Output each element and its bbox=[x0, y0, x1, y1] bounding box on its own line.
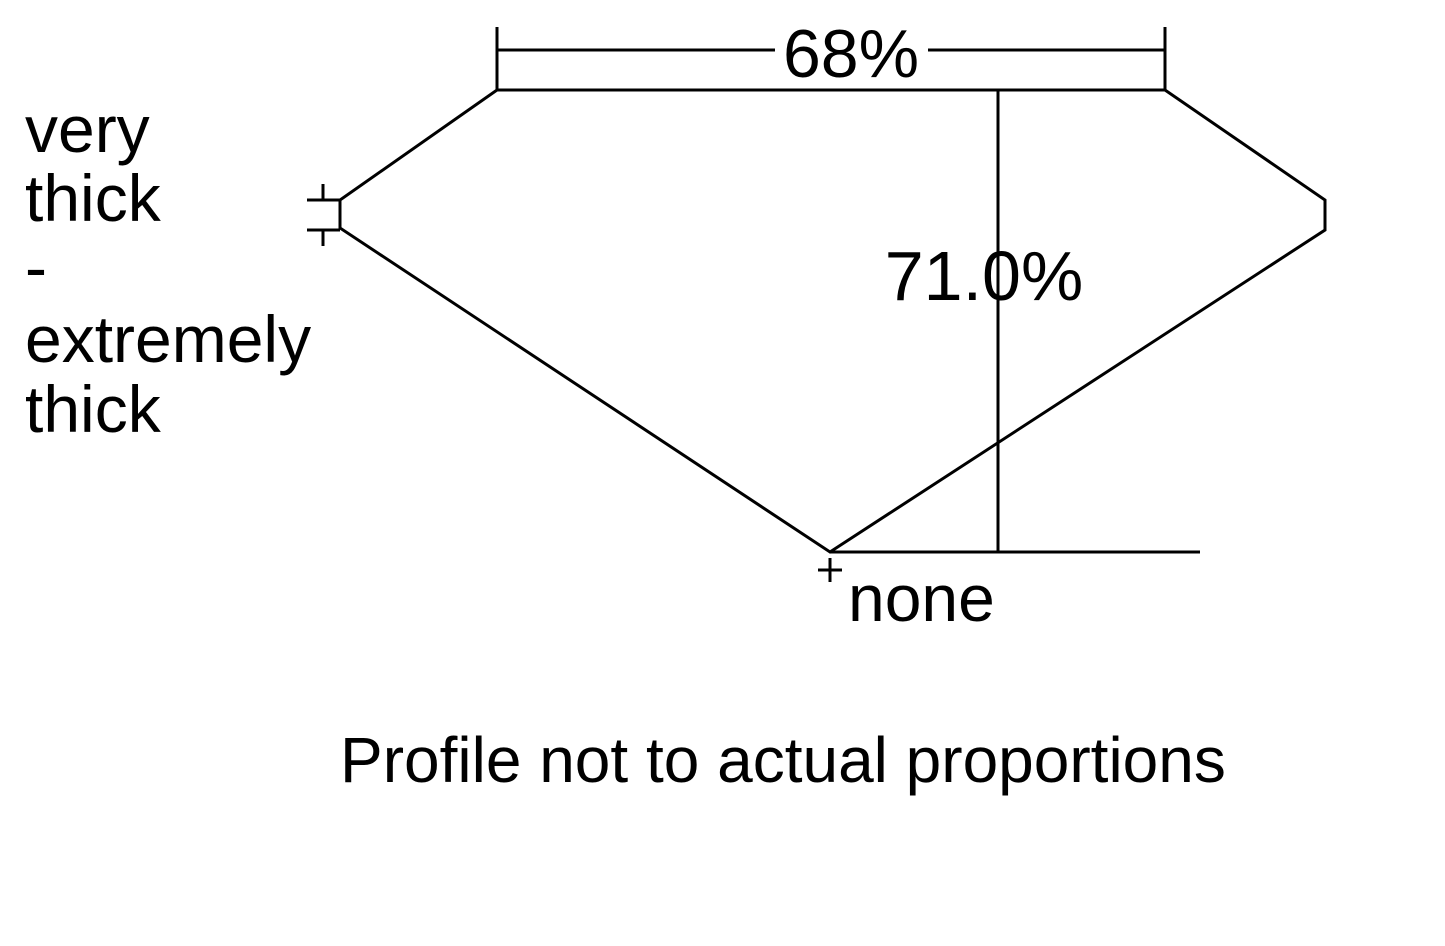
gem-profile-outline bbox=[338, 88, 1327, 554]
girdle-label-line: thick bbox=[25, 161, 162, 235]
girdle-label-line: thick bbox=[25, 372, 162, 446]
footnote: Profile not to actual proportions bbox=[340, 724, 1226, 796]
girdle-label: very thick - extremely thick bbox=[25, 92, 329, 446]
depth-percent-label: 71.0% bbox=[885, 237, 1083, 315]
girdle-label-line: extremely bbox=[25, 302, 311, 376]
culet-label: none bbox=[848, 561, 995, 635]
girdle-label-line: - bbox=[25, 230, 47, 304]
girdle-label-line: very bbox=[25, 92, 150, 166]
table-percent-label: 68% bbox=[783, 16, 919, 92]
